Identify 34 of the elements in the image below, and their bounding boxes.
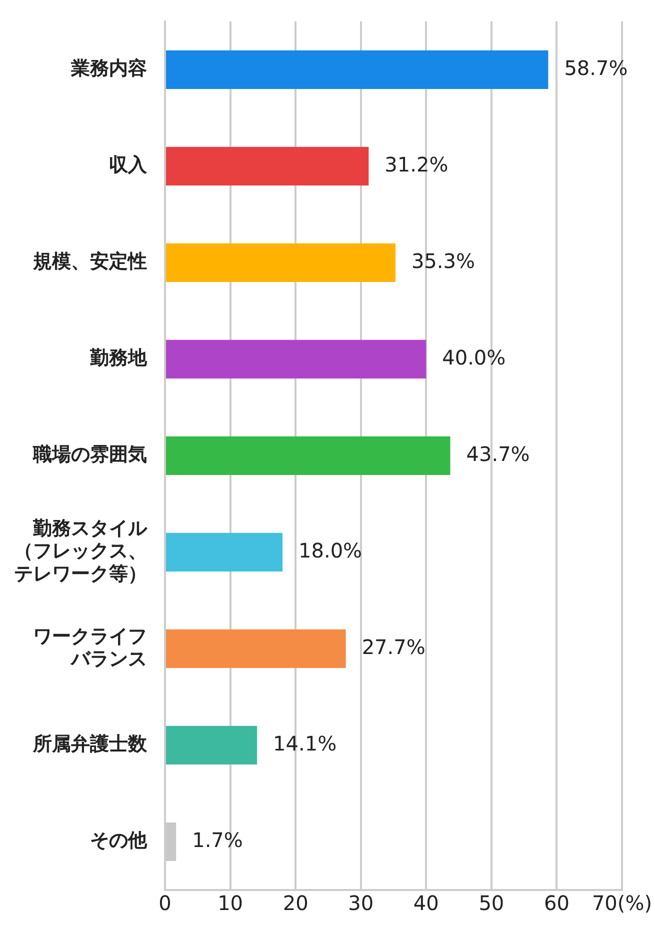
data-label: 14.1% — [273, 731, 337, 756]
x-tick-label: 50 — [478, 891, 504, 916]
y-tick-label: 職場の雰囲気 — [32, 444, 147, 466]
x-tick-label: 40 — [413, 891, 439, 916]
y-tick-label: 勤務スタイル（フレックス、テレワーク等） — [14, 517, 148, 585]
data-label: 43.7% — [466, 442, 530, 466]
x-tick-label: 10 — [218, 891, 244, 916]
data-label: 27.7% — [362, 634, 426, 659]
y-tick-label: 勤務地 — [89, 347, 148, 370]
bar — [166, 146, 369, 186]
x-tick-label: 60 — [544, 891, 570, 916]
y-tick-label: 所属弁護士数 — [32, 733, 148, 756]
bar — [166, 532, 283, 572]
bar — [166, 50, 548, 89]
x-tick-label: 20 — [282, 891, 308, 916]
bar — [166, 436, 450, 475]
bar — [166, 243, 396, 282]
y-tick-label: ワークライフバランス — [33, 625, 147, 670]
y-tick-label: 規模、安定性 — [32, 250, 147, 273]
y-tick-label: 収入 — [109, 154, 148, 176]
data-label: 31.2% — [384, 152, 448, 176]
data-label: 40.0% — [442, 345, 506, 370]
data-label: 1.7% — [192, 828, 243, 852]
y-tick-label: 業務内容 — [70, 58, 147, 80]
bar — [166, 726, 258, 765]
x-tick-label: 70(%) — [592, 891, 652, 916]
y-tick-label: その他 — [90, 830, 148, 852]
x-tick-label: 0 — [158, 891, 172, 916]
x-tick-label: 30 — [348, 891, 374, 916]
bar — [166, 340, 426, 378]
data-label: 18.0% — [298, 538, 362, 562]
bar — [166, 629, 346, 668]
data-label: 35.3% — [411, 248, 475, 273]
data-label: 58.7% — [564, 56, 628, 80]
